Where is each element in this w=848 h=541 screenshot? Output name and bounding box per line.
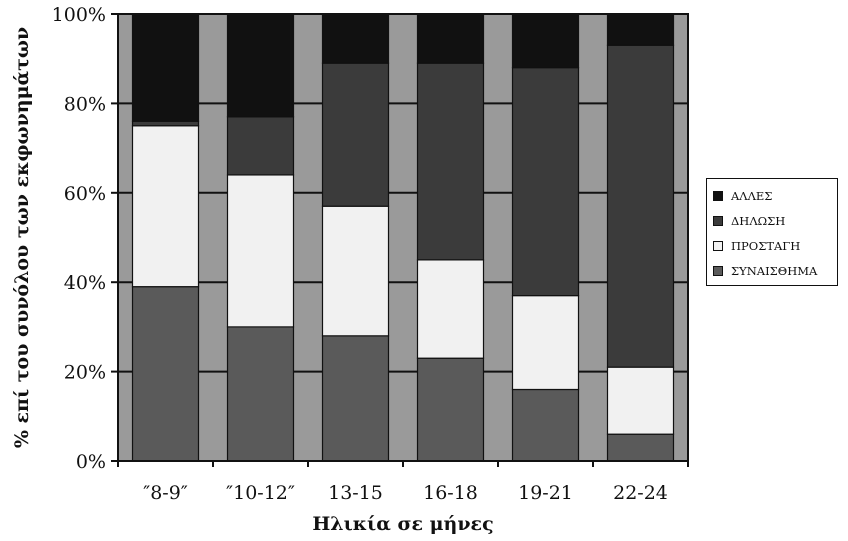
- x-tick-label: ″10-12″: [226, 482, 295, 504]
- legend-swatch: [713, 265, 723, 276]
- legend-item: ΣΥΝΑΙΣΘΗΜΑ: [713, 258, 831, 283]
- bar-segment: [416, 13, 485, 64]
- bar-segment: [226, 116, 295, 176]
- bar-segment: [321, 205, 390, 337]
- bar-segment: [226, 174, 295, 328]
- legend-label: ΑΛΛΕΣ: [731, 188, 773, 203]
- y-axis-title: % επί του συνόλου των εκφωνημάτων: [11, 27, 33, 448]
- legend-swatch: [713, 240, 723, 251]
- bar-segment: [606, 366, 675, 435]
- bar-segment: [131, 286, 200, 462]
- bar-segment: [606, 433, 675, 462]
- bar-segment: [321, 13, 390, 64]
- bar-segment: [131, 125, 200, 288]
- bar-segment: [321, 62, 390, 207]
- bar-segment: [416, 62, 485, 261]
- y-tick-label: 60%: [64, 183, 106, 205]
- x-axis-title: Ηλικία σε μήνες: [312, 513, 493, 535]
- legend-label: ΔΗΛΩΣΗ: [731, 213, 786, 228]
- y-tick-label: 0%: [76, 451, 106, 473]
- bar-segment: [226, 13, 295, 118]
- bar-segment: [511, 67, 580, 297]
- x-tick-label: ″8-9″: [143, 482, 188, 504]
- axes-group: 0% 20% 40% 60% 80% 100% ″8-9″ ″10-12″ 13-15 16-18…: [52, 4, 689, 504]
- bar-segment: [511, 13, 580, 69]
- legend-item: ΠΡΟΣΤΑΓΗ: [713, 233, 831, 258]
- y-tick-label: 20%: [64, 362, 106, 384]
- bar-segment: [511, 295, 580, 391]
- x-tick-label: 16-18: [423, 482, 478, 504]
- x-tick-label: 22-24: [613, 482, 668, 504]
- bar-segment: [321, 335, 390, 462]
- legend-label: ΠΡΟΣΤΑΓΗ: [731, 238, 801, 253]
- bar-segment: [416, 357, 485, 462]
- y-tick-label: 80%: [64, 93, 106, 115]
- bar-segment: [511, 388, 580, 462]
- bars-group: [118, 13, 688, 462]
- bar-segment: [131, 13, 200, 122]
- bar-segment: [416, 259, 485, 359]
- legend-swatch: [713, 190, 723, 201]
- bar-segment: [606, 44, 675, 368]
- y-tick-label: 40%: [64, 272, 106, 294]
- bar-segment: [226, 326, 295, 462]
- legend: ΑΛΛΕΣ ΔΗΛΩΣΗ ΠΡΟΣΤΑΓΗ ΣΥΝΑΙΣΘΗΜΑ: [706, 178, 838, 286]
- bar-segment: [606, 13, 675, 46]
- x-tick-label: 19-21: [518, 482, 573, 504]
- legend-swatch: [713, 215, 723, 226]
- y-tick-label: 100%: [52, 4, 106, 26]
- bar-segment: [131, 120, 200, 127]
- legend-item: ΑΛΛΕΣ: [713, 183, 831, 208]
- plot-area: [118, 14, 688, 461]
- x-tick-label: 13-15: [328, 482, 383, 504]
- legend-item: ΔΗΛΩΣΗ: [713, 208, 831, 233]
- legend-label: ΣΥΝΑΙΣΘΗΜΑ: [731, 263, 818, 278]
